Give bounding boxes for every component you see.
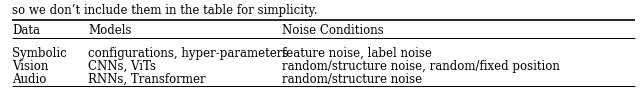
Text: feature noise, label noise: feature noise, label noise [282, 47, 432, 60]
Text: CNNs, ViTs: CNNs, ViTs [88, 60, 156, 73]
Text: so we don’t include them in the table for simplicity.: so we don’t include them in the table fo… [12, 4, 317, 17]
Text: Noise Conditions: Noise Conditions [282, 24, 384, 37]
Text: Audio: Audio [12, 73, 46, 86]
Text: random/structure noise: random/structure noise [282, 73, 422, 86]
Text: Data: Data [12, 24, 40, 37]
Text: configurations, hyper-parameters: configurations, hyper-parameters [88, 47, 289, 60]
Text: RNNs, Transformer: RNNs, Transformer [88, 73, 205, 86]
Text: Symbolic: Symbolic [12, 47, 67, 60]
Text: Vision: Vision [12, 60, 49, 73]
Text: random/structure noise, random/fixed position: random/structure noise, random/fixed pos… [282, 60, 560, 73]
Text: Models: Models [88, 24, 131, 37]
